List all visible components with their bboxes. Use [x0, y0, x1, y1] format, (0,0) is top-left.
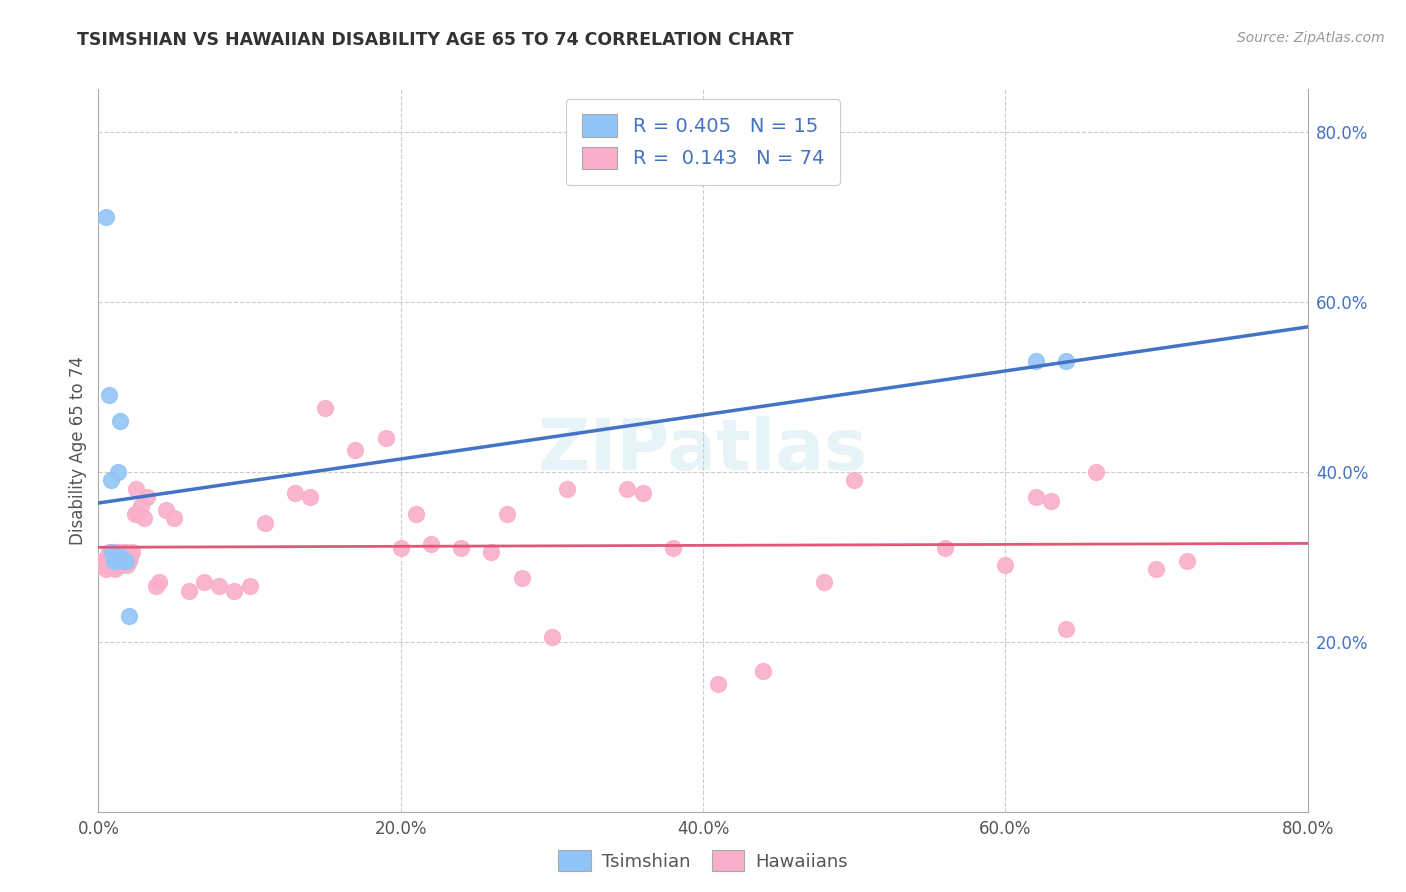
Point [208, 579, 231, 593]
Point [114, 554, 136, 568]
Point [112, 554, 135, 568]
Point [344, 443, 367, 458]
Text: TSIMSHIAN VS HAWAIIAN DISABILITY AGE 65 TO 74 CORRELATION CHART: TSIMSHIAN VS HAWAIIAN DISABILITY AGE 65 … [77, 31, 794, 49]
Point [1024, 354, 1046, 368]
Point [405, 507, 427, 521]
Point [98, 558, 121, 573]
Point [616, 482, 638, 496]
Point [155, 503, 177, 517]
Text: Source: ZipAtlas.com: Source: ZipAtlas.com [1237, 31, 1385, 45]
Point [1085, 465, 1108, 479]
Point [631, 486, 654, 500]
Point [135, 490, 157, 504]
Point [1054, 354, 1077, 368]
Point [111, 549, 134, 564]
Point [96, 549, 118, 564]
Point [110, 549, 132, 564]
Legend: R = 0.405   N = 15, R =  0.143   N = 74: R = 0.405 N = 15, R = 0.143 N = 74 [567, 99, 839, 185]
Point [284, 486, 307, 500]
Point [420, 537, 443, 551]
Point [114, 545, 136, 559]
Point [450, 541, 472, 556]
Point [125, 482, 148, 496]
Point [115, 558, 138, 573]
Point [813, 575, 835, 590]
Point [1039, 494, 1062, 508]
Point [100, 473, 122, 487]
Point [132, 511, 155, 525]
Point [110, 554, 132, 568]
Point [934, 541, 956, 556]
Point [91, 554, 114, 568]
Point [844, 473, 866, 487]
Point [389, 541, 412, 556]
Point [94, 562, 117, 576]
Point [707, 677, 730, 691]
Point [1144, 562, 1167, 576]
Point [103, 545, 125, 559]
Point [98, 388, 121, 402]
Point [124, 507, 146, 521]
Point [129, 499, 152, 513]
Point [103, 549, 125, 564]
Point [555, 482, 578, 496]
Point [111, 554, 134, 568]
Point [994, 558, 1017, 573]
Point [495, 507, 517, 521]
Point [148, 575, 170, 590]
Point [104, 554, 127, 568]
Point [224, 583, 246, 598]
Text: ZIPatlas: ZIPatlas [538, 416, 868, 485]
Point [163, 511, 186, 525]
Point [374, 431, 396, 445]
Point [110, 558, 132, 573]
Point [100, 554, 122, 568]
Point [118, 554, 141, 568]
Point [120, 549, 142, 564]
Point [1054, 622, 1077, 636]
Point [481, 545, 503, 559]
Point [108, 554, 131, 568]
Point [98, 545, 121, 559]
Point [103, 554, 125, 568]
Point [107, 545, 129, 559]
Point [108, 558, 131, 573]
Point [108, 414, 131, 428]
Point [93, 558, 115, 573]
Legend: Tsimshian, Hawaiians: Tsimshian, Hawaiians [551, 843, 855, 879]
Point [752, 665, 775, 679]
Point [299, 490, 322, 504]
Point [105, 554, 128, 568]
Point [540, 631, 562, 645]
Point [145, 579, 167, 593]
Point [107, 558, 129, 573]
Point [121, 545, 143, 559]
Point [1024, 490, 1046, 504]
Point [101, 545, 124, 559]
Point [104, 562, 127, 576]
Point [100, 549, 122, 564]
Point [101, 558, 124, 573]
Point [105, 549, 128, 564]
Point [661, 541, 683, 556]
Point [239, 579, 262, 593]
Point [94, 210, 117, 224]
Point [314, 401, 336, 415]
Point [253, 516, 276, 530]
Point [179, 583, 201, 598]
Point [111, 545, 134, 559]
Point [1175, 554, 1198, 568]
Point [127, 507, 149, 521]
Point [193, 575, 215, 590]
Y-axis label: Disability Age 65 to 74: Disability Age 65 to 74 [69, 356, 87, 545]
Point [510, 571, 533, 585]
Point [118, 609, 141, 624]
Point [105, 549, 128, 564]
Point [90, 558, 112, 573]
Point [107, 465, 129, 479]
